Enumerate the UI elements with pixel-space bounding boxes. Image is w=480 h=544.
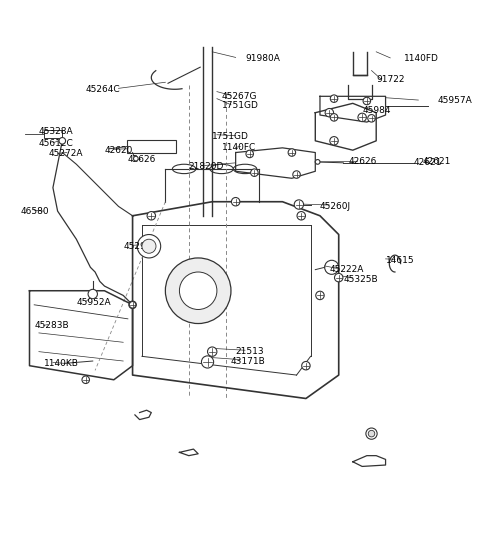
Circle shape xyxy=(251,169,258,176)
Circle shape xyxy=(293,171,300,178)
Circle shape xyxy=(147,212,156,220)
Text: 45984: 45984 xyxy=(362,106,391,115)
Circle shape xyxy=(231,197,240,206)
Text: 42621: 42621 xyxy=(414,158,442,168)
Text: 42621: 42621 xyxy=(423,157,451,166)
Circle shape xyxy=(366,428,377,439)
Bar xyxy=(44,130,62,139)
Circle shape xyxy=(315,159,320,164)
Text: 45957A: 45957A xyxy=(437,96,472,106)
Circle shape xyxy=(202,356,214,368)
Text: 91722: 91722 xyxy=(376,76,405,84)
Text: 45292: 45292 xyxy=(123,242,152,251)
Circle shape xyxy=(368,115,375,122)
Circle shape xyxy=(316,291,324,300)
Text: 21513: 21513 xyxy=(236,347,264,356)
Ellipse shape xyxy=(172,164,196,174)
Text: 45260J: 45260J xyxy=(320,202,351,211)
Circle shape xyxy=(302,361,310,370)
Text: 1140FC: 1140FC xyxy=(222,144,256,152)
Circle shape xyxy=(330,114,338,121)
Circle shape xyxy=(129,301,136,308)
Circle shape xyxy=(294,200,303,209)
Ellipse shape xyxy=(210,164,233,174)
Text: 45267G: 45267G xyxy=(222,92,257,101)
Text: 45952A: 45952A xyxy=(76,298,111,307)
Circle shape xyxy=(358,113,366,122)
Text: 46580: 46580 xyxy=(20,207,49,215)
Circle shape xyxy=(325,108,334,117)
Circle shape xyxy=(59,138,66,144)
Text: 45328A: 45328A xyxy=(39,127,73,136)
Circle shape xyxy=(324,260,339,274)
Text: 45612C: 45612C xyxy=(39,139,73,147)
Text: 42620: 42620 xyxy=(105,146,133,154)
Circle shape xyxy=(82,376,89,384)
FancyBboxPatch shape xyxy=(127,140,176,153)
Ellipse shape xyxy=(233,164,257,174)
Text: 42626: 42626 xyxy=(128,155,156,164)
Text: 21820D: 21820D xyxy=(189,162,224,171)
Text: 42626: 42626 xyxy=(348,157,376,166)
Text: 45283B: 45283B xyxy=(34,322,69,330)
Text: 43171B: 43171B xyxy=(231,356,266,366)
Text: 1751GD: 1751GD xyxy=(222,101,258,110)
Circle shape xyxy=(166,258,231,324)
Circle shape xyxy=(288,149,296,156)
Circle shape xyxy=(133,156,138,161)
Circle shape xyxy=(129,301,136,308)
Circle shape xyxy=(207,347,217,356)
Text: 45272A: 45272A xyxy=(48,150,83,158)
Circle shape xyxy=(137,234,161,258)
Circle shape xyxy=(368,430,375,437)
Text: 14615: 14615 xyxy=(385,256,414,265)
Circle shape xyxy=(88,289,97,299)
Circle shape xyxy=(246,150,253,158)
Text: 91980A: 91980A xyxy=(245,54,280,63)
Text: 45325B: 45325B xyxy=(343,275,378,283)
Circle shape xyxy=(297,212,305,220)
Circle shape xyxy=(180,272,217,310)
Text: 45264C: 45264C xyxy=(86,85,120,94)
Text: 45222A: 45222A xyxy=(329,265,364,274)
Text: 1140KB: 1140KB xyxy=(44,359,78,368)
Circle shape xyxy=(335,274,343,282)
Text: 1140FD: 1140FD xyxy=(404,54,439,63)
Circle shape xyxy=(363,97,371,105)
Circle shape xyxy=(330,95,338,102)
Text: 1751GD: 1751GD xyxy=(212,132,249,141)
Circle shape xyxy=(142,239,156,254)
Circle shape xyxy=(330,137,338,145)
